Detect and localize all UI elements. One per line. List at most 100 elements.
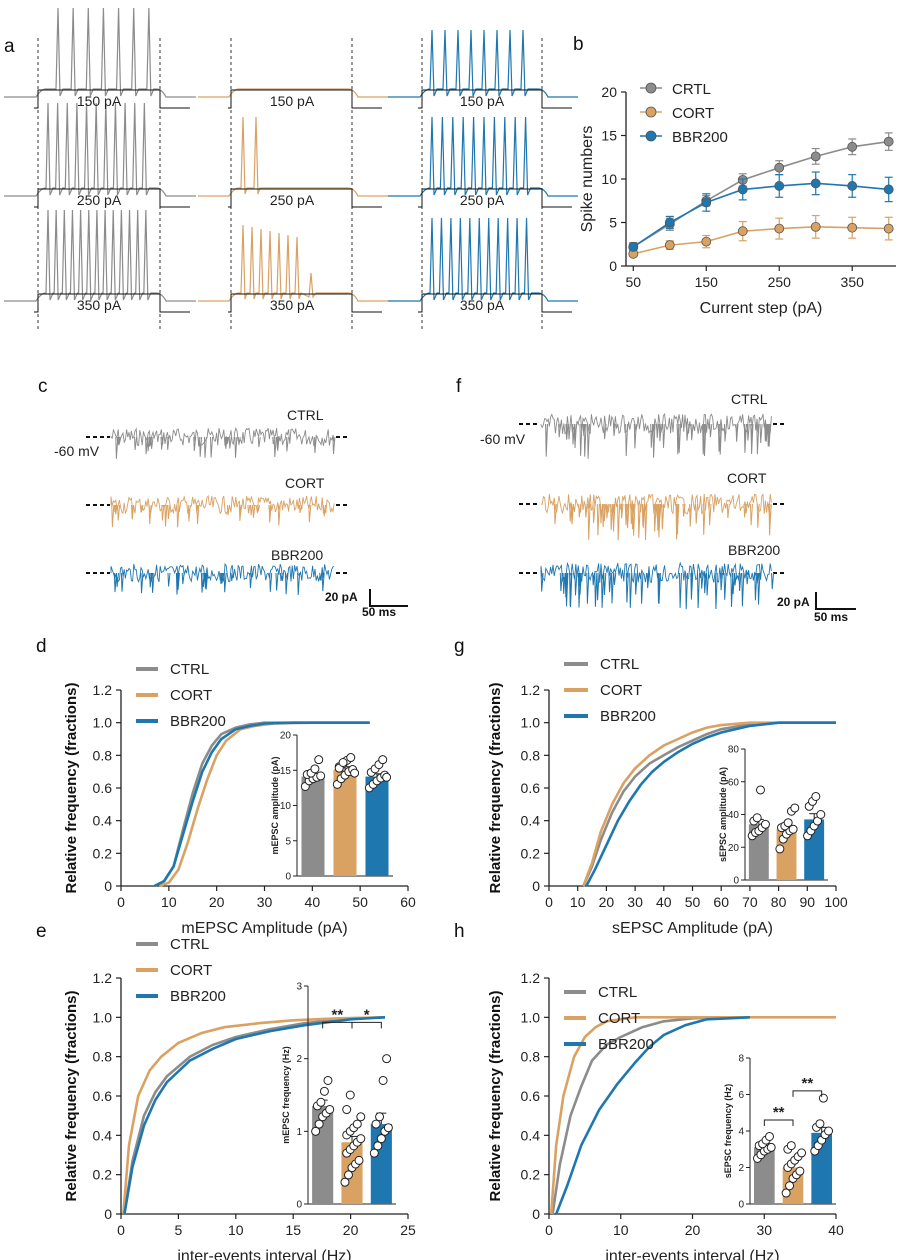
x-tick-label: 80	[771, 894, 787, 910]
y-tick-label: 1.0	[93, 715, 113, 731]
x-tick-label: 15	[285, 1222, 301, 1238]
inset-data-point	[760, 819, 770, 829]
inset-data-point	[816, 810, 826, 819]
chart-b: 50 150 250 350 0 5 10 15 20 Current step (pA) Spik…	[579, 81, 896, 317]
inset-y-tick-label: 3	[296, 982, 302, 993]
legend-label-ctrl: CTRL	[598, 984, 637, 1001]
cdf-line-cort	[122, 1016, 386, 1215]
data-point-bbr200	[737, 184, 748, 195]
inset-data-point	[340, 1177, 350, 1187]
y-tick-label: 0.4	[93, 1127, 113, 1143]
x-tick-label: 30	[756, 1222, 772, 1238]
inset-data-point	[781, 1188, 791, 1198]
inset-data-point	[824, 1126, 834, 1136]
legend-label-cort: CORT	[170, 687, 212, 704]
x-tick-label: 5	[175, 1222, 183, 1238]
legend-label-ctrl: CTRL	[170, 936, 209, 953]
trace-label-c-cort: CORT	[285, 475, 325, 491]
inset-y-tick-label: 8	[738, 1054, 744, 1065]
panel-letter-g: g	[454, 636, 465, 657]
current-step-protocol	[228, 188, 382, 208]
data-point-bbr200	[847, 181, 858, 191]
x-tick-label: 30	[627, 894, 643, 910]
inset-y-tick-label: 2	[738, 1163, 744, 1174]
y-tick-label: 0.2	[93, 845, 113, 861]
legend-marker-cort	[645, 106, 657, 118]
scale-bar-c	[369, 589, 408, 607]
y-tick-label: 1.0	[521, 715, 541, 731]
legend-label-cort: CORT	[598, 1010, 640, 1027]
inset-data-point	[755, 785, 765, 795]
legend-marker-bbr200	[645, 130, 657, 142]
inset-data-point	[766, 1142, 776, 1152]
x-tick-label: 70	[742, 894, 758, 910]
significance-label: **	[331, 1006, 343, 1023]
cdf-line-bbr200	[153, 721, 370, 888]
legend-label-bbr200: BBR200	[672, 129, 728, 146]
voltage-trace-cort	[198, 224, 388, 302]
x-tick-label: 20	[599, 894, 615, 910]
x-axis-label: inter-events interval (Hz)	[605, 1248, 779, 1260]
legend-label-cort: CORT	[672, 105, 714, 122]
inset-y-tick-label: 0	[733, 876, 739, 887]
x-tick-label: 60	[713, 894, 729, 910]
inset-data-point	[342, 1105, 352, 1115]
cdf-line-cort	[582, 721, 836, 887]
inset-y-tick-label: 10	[280, 801, 292, 812]
y-tick-label: 0	[532, 878, 540, 894]
y-tick-label: 0.4	[93, 813, 113, 829]
data-point-bbr200	[701, 197, 712, 208]
y-tick-label: 0.6	[93, 1088, 113, 1104]
x-tick-label: 250	[768, 274, 792, 290]
inset-data-point	[311, 1126, 321, 1136]
voltage-trace-bbr200	[388, 217, 578, 302]
inset-y-tick-label: 15	[280, 766, 292, 777]
y-axis-label: Spike numbers	[579, 126, 596, 233]
inset-data-point	[352, 1119, 362, 1129]
inset-y-tick-label: 80	[728, 745, 740, 756]
inset-data-point	[383, 1123, 393, 1133]
y-tick-label: 0.4	[521, 1127, 541, 1143]
voltage-label-c: -60 mV	[54, 443, 100, 459]
panel-letter-e: e	[36, 921, 47, 942]
inset-data-point	[376, 1134, 386, 1144]
inset-y-tick-label: 0	[296, 1200, 302, 1211]
step-label-ctrl-150: 150 pA	[77, 93, 122, 109]
trace-label-c-ctrl: CTRL	[287, 407, 324, 423]
legend-marker-ctrl	[645, 82, 657, 94]
y-tick-label: 0.2	[521, 1167, 541, 1183]
y-tick-label: 1.2	[521, 970, 541, 986]
x-tick-label: 100	[824, 894, 848, 910]
significance-bracket	[351, 1021, 382, 1029]
cdf-line-ctrl	[123, 1016, 386, 1215]
legend-label-ctrl: CTRL	[600, 656, 639, 673]
legend-label-cort: CORT	[600, 682, 642, 699]
x-tick-label: 90	[800, 894, 816, 910]
mepsc-trace-cort-events	[111, 504, 327, 528]
trace-label-c-bbr: BBR200	[271, 547, 323, 563]
sepsc-trace-ctrl-events	[545, 423, 771, 459]
inset-data-point	[343, 1170, 353, 1180]
x-axis-label: mEPSC Amplitude (pA)	[181, 920, 347, 937]
y-tick-label: 0.4	[521, 813, 541, 829]
sepsc-trace-bbr200	[540, 561, 772, 584]
x-tick-label: 20	[209, 894, 225, 910]
chart-h: 0 10 20 30 4000.20.40.60.81.01.2inter-events…	[487, 970, 844, 1260]
current-step-protocol	[418, 188, 572, 208]
mepsc-trace-ctrl	[110, 427, 335, 447]
inset-y-tick-label: 1	[296, 1127, 302, 1138]
current-step-protocol	[418, 89, 572, 109]
chart-g: 0 10 20 30 40 50 60 70 80 90 100 0 0.2 0.4 0.6 0.8 1.0 1.…	[487, 656, 848, 937]
data-point-bbr200	[883, 184, 894, 195]
voltage-trace-ctrl	[4, 102, 196, 197]
y-axis-label: Relative frequency (fractions)	[63, 991, 80, 1202]
inset-data-point	[314, 1119, 324, 1129]
y-tick-label: 20	[601, 84, 617, 100]
data-point-cort	[847, 222, 858, 233]
panel-a-traces	[4, 7, 578, 330]
series-line-ctrl	[632, 140, 889, 248]
inset-y-tick-label: 6	[738, 1090, 744, 1101]
trace-label-f-cort: CORT	[727, 470, 767, 486]
inset-data-point	[785, 1181, 795, 1191]
